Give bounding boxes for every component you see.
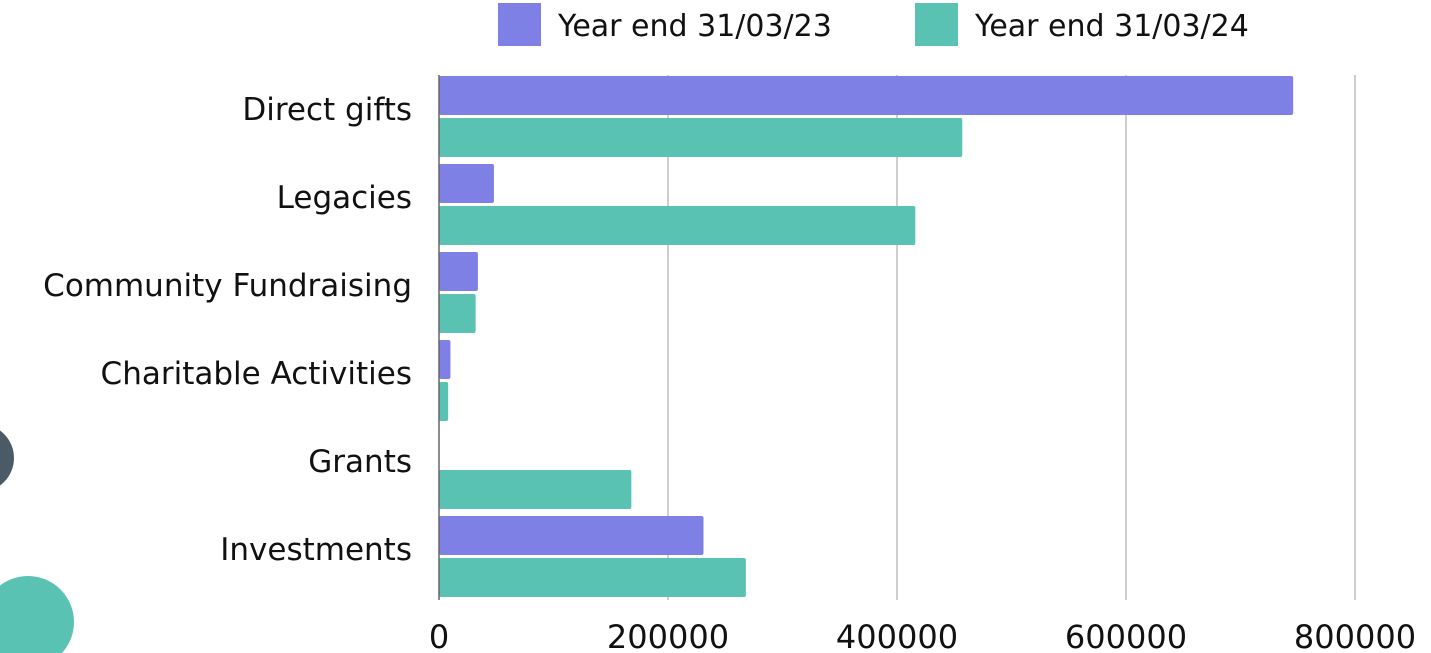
legend-label-2024: Year end 31/03/24	[974, 9, 1249, 44]
bar-community-fundraising-series-1	[439, 252, 478, 291]
bar-charitable-activities-series-2	[439, 382, 449, 421]
bar-investments-series-1	[439, 516, 704, 555]
bar-direct-gifts-series-2	[439, 118, 963, 157]
legend: Year end 31/03/23 Year end 31/03/24	[498, 3, 1249, 46]
decorative-dark-circle	[0, 430, 14, 486]
legend-swatch-2024	[915, 3, 958, 46]
x-tick-label: 400000	[836, 618, 958, 653]
category-label: Charitable Activities	[101, 356, 412, 392]
bar-community-fundraising-series-2	[439, 294, 476, 333]
bar-legacies-series-1	[439, 164, 494, 203]
x-tick-label: 800000	[1294, 618, 1416, 653]
bar-direct-gifts-series-1	[439, 76, 1294, 115]
legend-swatch-2023	[498, 3, 541, 46]
bar-investments-series-2	[439, 558, 746, 597]
gridlines	[667, 75, 1356, 600]
category-label: Community Fundraising	[43, 268, 412, 304]
axes: 0 200000 400000 600000 800000 Direct gifts Leg…	[43, 75, 1416, 653]
category-label: Grants	[308, 444, 412, 480]
x-tick-label: 600000	[1065, 618, 1187, 653]
category-label: Direct gifts	[242, 92, 412, 128]
bars	[439, 76, 1294, 597]
category-label: Investments	[220, 532, 412, 568]
bar-grants-series-2	[439, 470, 632, 509]
x-tick-label: 200000	[607, 618, 729, 653]
bar-legacies-series-2	[439, 206, 916, 245]
category-label: Legacies	[277, 180, 412, 216]
legend-label-2023: Year end 31/03/23	[557, 9, 832, 44]
x-tick-label: 0	[429, 618, 449, 653]
bar-charitable-activities-series-1	[439, 340, 451, 379]
decorative-teal-circle	[0, 576, 74, 653]
